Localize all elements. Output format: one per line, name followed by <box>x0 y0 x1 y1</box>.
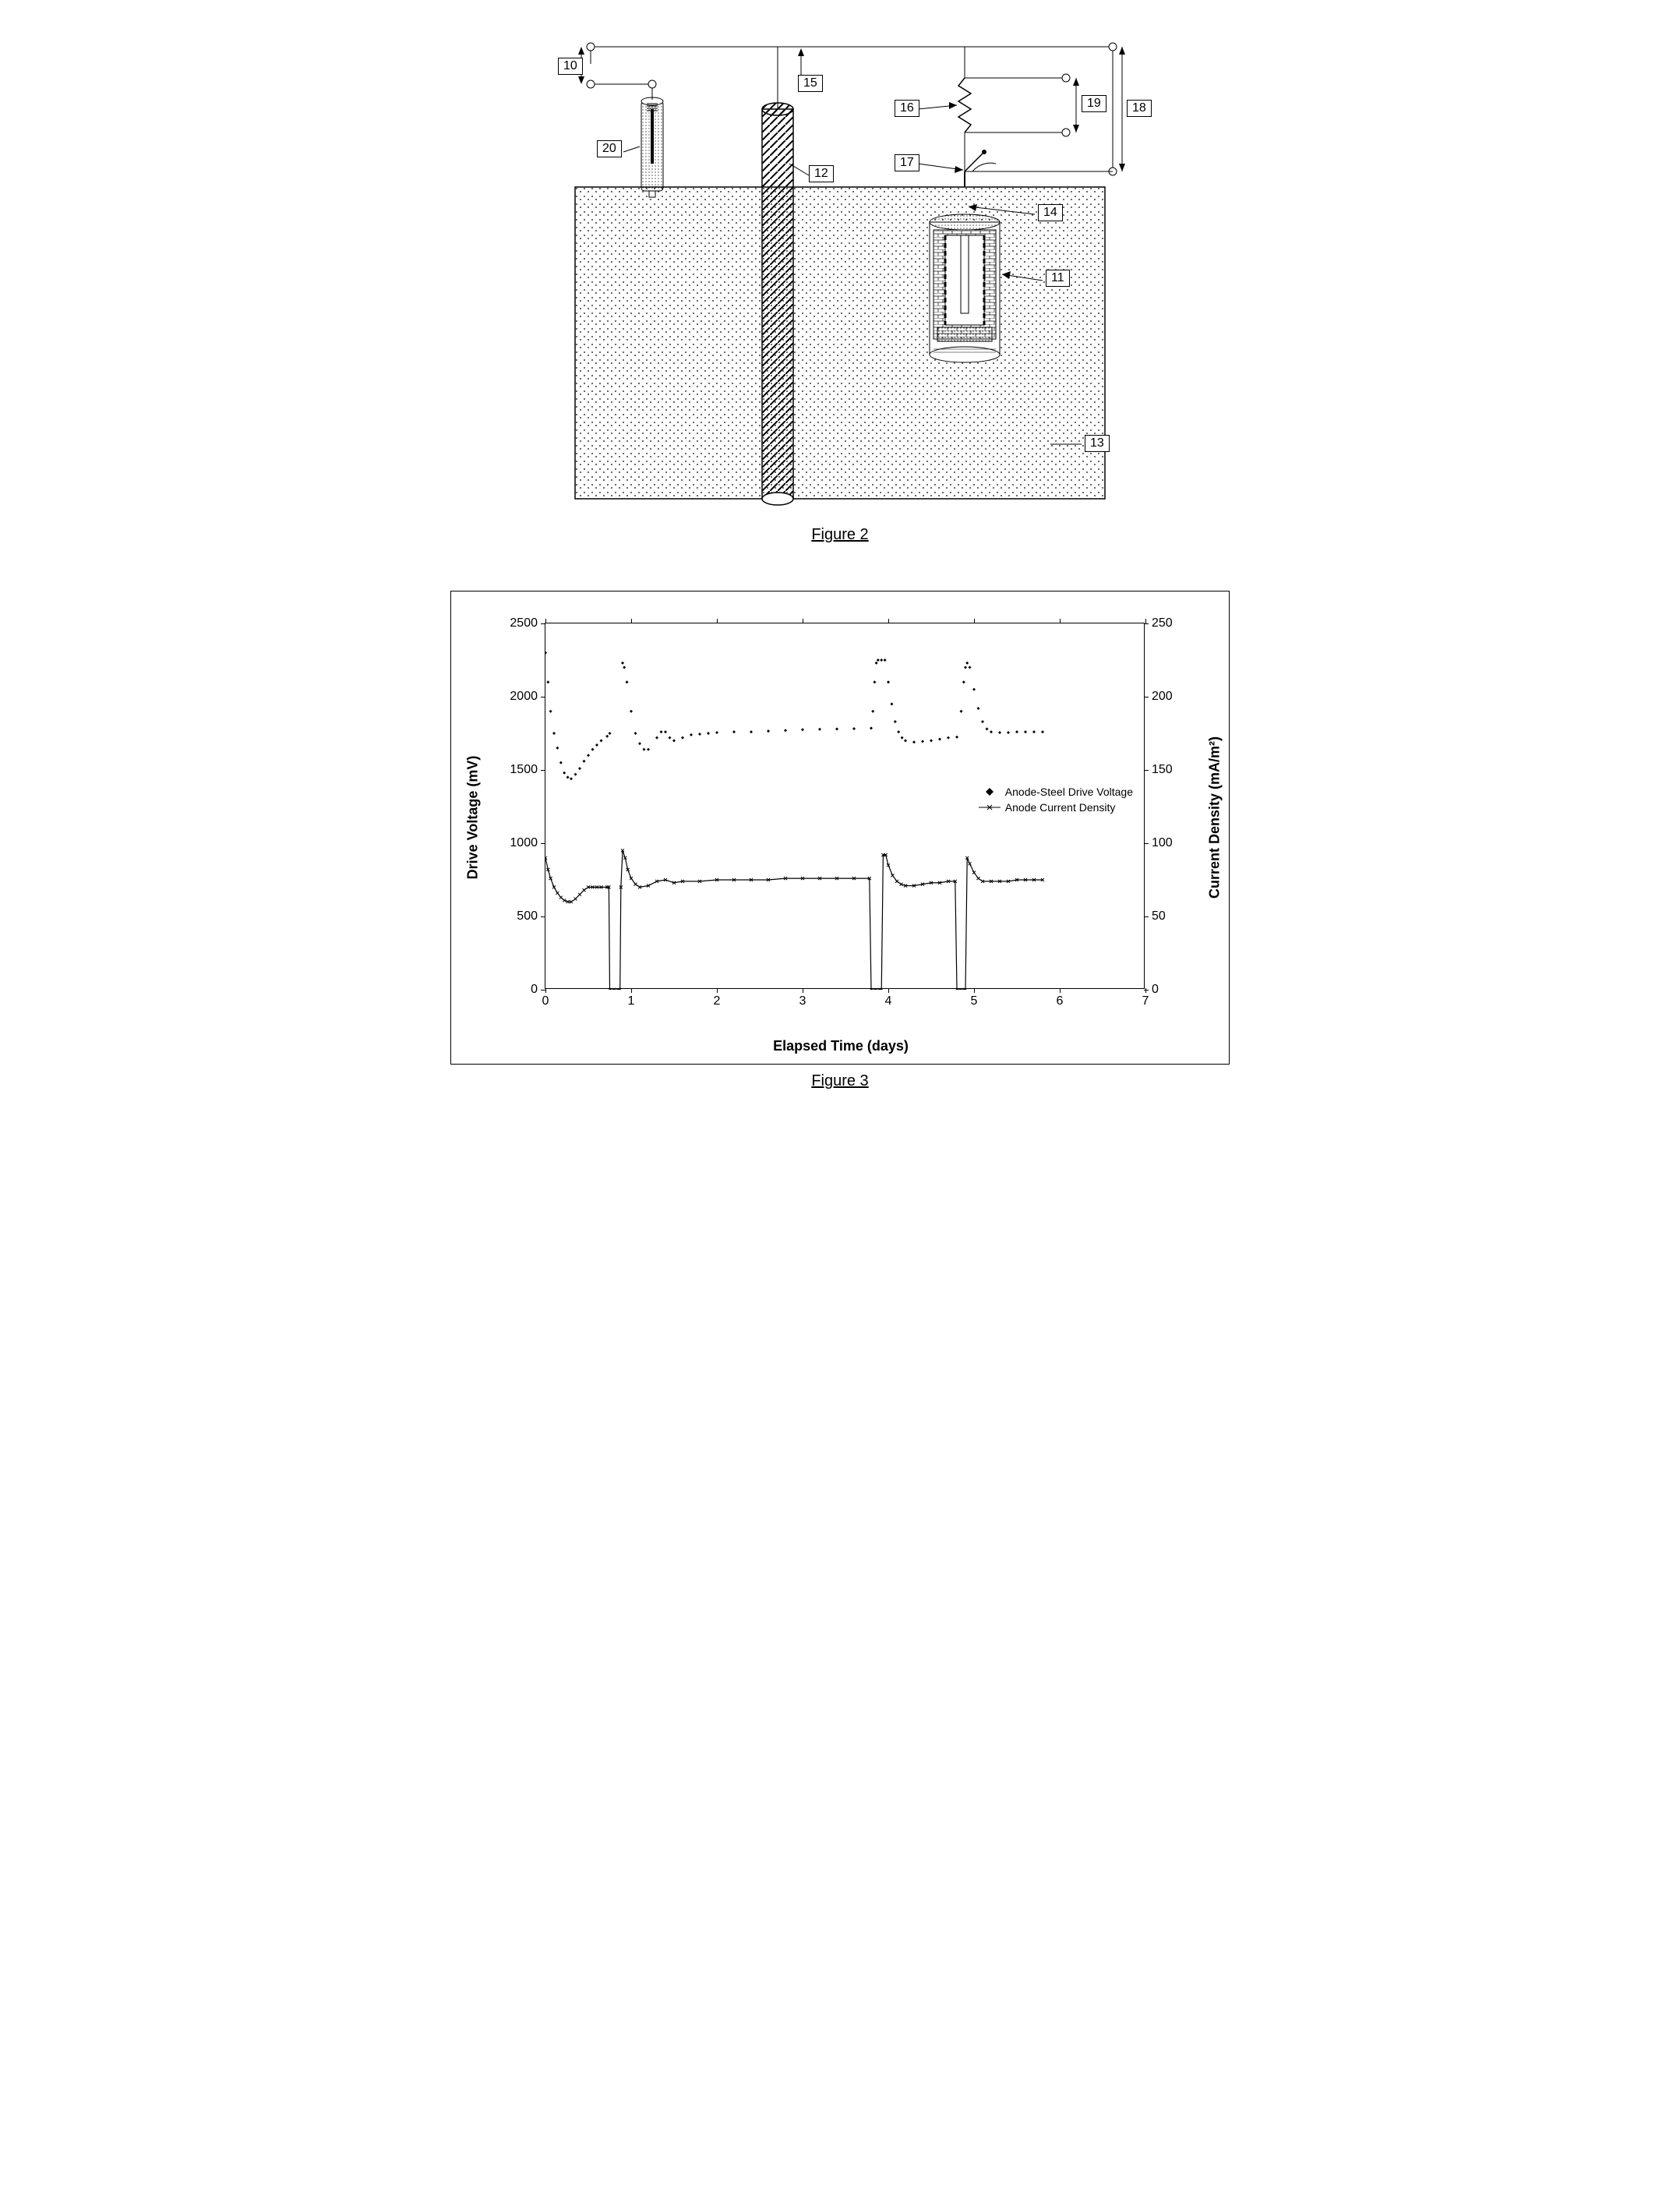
legend-row-current-density: Anode Current Density <box>976 800 1136 815</box>
label-12: 12 <box>809 165 834 182</box>
figure-2-caption: Figure 2 <box>450 526 1230 544</box>
y-right-tick-label: 50 <box>1152 909 1166 923</box>
x-tick-label: 0 <box>542 994 549 1008</box>
plot-area: 0500100015002000250005010015020025001234… <box>545 623 1145 989</box>
series-drive-voltage <box>545 652 1044 781</box>
y-left-axis-title: Drive Voltage (mV) <box>465 756 482 880</box>
legend-label: Anode Current Density <box>1005 801 1116 814</box>
x-tick-label: 7 <box>1142 994 1149 1008</box>
y-right-tick-label: 200 <box>1152 690 1173 704</box>
y-right-tick-label: 250 <box>1152 616 1173 630</box>
x-tick-label: 2 <box>714 994 721 1008</box>
diamond-icon <box>979 786 1001 797</box>
y-right-tick-label: 100 <box>1152 836 1173 850</box>
x-tick-label: 6 <box>1057 994 1064 1008</box>
label-19: 19 <box>1082 95 1106 112</box>
y-left-tick-label: 0 <box>531 983 538 997</box>
figure-2-block: 10 15 16 17 19 18 20 12 14 11 13 Figure … <box>450 31 1230 544</box>
legend: Anode-Steel Drive Voltage Anode Current D… <box>976 784 1136 815</box>
label-14: 14 <box>1038 204 1063 221</box>
y-right-axis-title: Current Density (mA/m²) <box>1207 736 1223 899</box>
label-16: 16 <box>895 100 919 117</box>
figure-3-block: Drive Voltage (mV) Current Density (mA/m… <box>450 591 1230 1090</box>
label-10: 10 <box>558 58 583 75</box>
x-tick-label: 5 <box>971 994 978 1008</box>
x-tick-label: 3 <box>799 994 806 1008</box>
x-axis-title: Elapsed Time (days) <box>773 1038 909 1054</box>
label-20: 20 <box>597 140 622 157</box>
label-17: 17 <box>895 154 919 171</box>
x-tick-label: 4 <box>885 994 892 1008</box>
series-current-density-line <box>545 850 1043 990</box>
y-left-tick-label: 2500 <box>510 616 538 630</box>
y-right-tick-label: 150 <box>1152 763 1173 777</box>
legend-row-drive-voltage: Anode-Steel Drive Voltage <box>976 784 1136 800</box>
label-18: 18 <box>1127 100 1152 117</box>
label-15: 15 <box>798 75 823 92</box>
x-tick-label: 1 <box>628 994 635 1008</box>
legend-label: Anode-Steel Drive Voltage <box>1005 786 1133 798</box>
x-line-icon <box>979 802 1001 813</box>
figure-3-caption: Figure 3 <box>450 1072 1230 1090</box>
y-left-tick-label: 1500 <box>510 763 538 777</box>
label-11: 11 <box>1046 270 1070 287</box>
y-left-tick-label: 2000 <box>510 690 538 704</box>
label-13: 13 <box>1085 435 1110 452</box>
y-left-tick-label: 500 <box>517 909 538 923</box>
y-left-tick-label: 1000 <box>510 836 538 850</box>
y-right-tick-label: 0 <box>1152 983 1159 997</box>
chart-area: Drive Voltage (mV) Current Density (mA/m… <box>490 615 1191 1020</box>
